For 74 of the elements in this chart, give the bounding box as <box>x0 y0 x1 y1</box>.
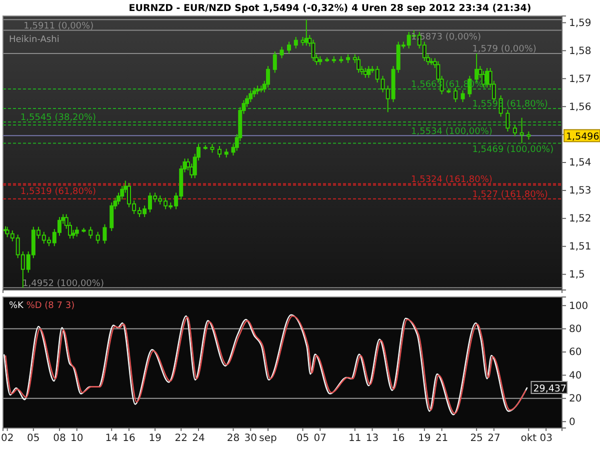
candlestick <box>96 231 100 244</box>
x-tick-label: 10 <box>70 433 84 444</box>
candlestick <box>512 124 517 137</box>
x-tick-label: 30 <box>244 433 258 444</box>
candlestick <box>102 224 107 244</box>
candlestick <box>88 226 93 240</box>
y-tick-label: 20 <box>569 394 582 405</box>
annotation: 29,437 <box>533 383 566 394</box>
x-tick-label: 25 <box>470 433 483 444</box>
y-tick-label: 1,58 <box>569 46 592 57</box>
x-tick-label: 16 <box>392 433 405 444</box>
annotation: 1,5545 (38,20%) <box>20 112 96 123</box>
x-tick-label: 22 <box>174 433 188 444</box>
candlestick <box>356 56 361 74</box>
annotation: 1,5469 (100,00%) <box>472 145 554 156</box>
x-tick-label: 16 <box>122 433 136 444</box>
text: %K <box>9 301 25 311</box>
y-tick-label: 80 <box>569 324 582 335</box>
candlestick <box>294 36 298 49</box>
candlestick <box>520 117 524 144</box>
y-tick-label: 0 <box>569 416 576 428</box>
x-tick-label: 19 <box>148 433 162 444</box>
x-tick-label: 14 <box>105 433 118 444</box>
annotation: 1,4952 (100,00%) <box>22 278 104 289</box>
y-tick-label: 1,53 <box>569 186 592 197</box>
candlestick <box>287 41 292 54</box>
x-tick-label: 08 <box>53 433 66 444</box>
x-tick-label: 28 <box>226 433 240 444</box>
y-tick-label: 1,56 <box>569 102 592 113</box>
x-tick-label: 19 <box>418 433 431 444</box>
x-tick-label: 21 <box>435 433 448 444</box>
candlestick <box>252 87 256 98</box>
candlestick <box>454 87 458 103</box>
y-tick-label: 1,5 <box>569 270 585 281</box>
chart-title: EURNZD - EUR/NZD Spot 1,5494 (-0,32%) 4 Uren 28 sep 2012 23:34 (21:34) <box>128 3 532 14</box>
y-tick-label: 1,59 <box>569 18 592 29</box>
annotation: 1,5534 (100,00%) <box>411 127 492 138</box>
candlestick <box>506 109 510 132</box>
candlestick <box>266 66 270 88</box>
candlestick <box>110 202 114 232</box>
x-tick-label: 27 <box>488 433 500 444</box>
x-tick-label: 07 <box>314 433 327 444</box>
x-tick-label: 03 <box>540 433 552 444</box>
ref-line-label: 1,5496 <box>566 132 600 143</box>
x-tick-label: 05 <box>296 433 310 444</box>
x-tick-label: sep <box>259 433 277 444</box>
x-tick-label: 11 <box>348 433 362 444</box>
candlestick <box>366 66 371 78</box>
y-tick-label: 1,54 <box>569 158 592 169</box>
candlestick <box>218 146 222 158</box>
y-tick-label: 1,52 <box>569 214 592 225</box>
y-tick-label: 40 <box>569 370 582 382</box>
x-tick-label: okt <box>520 433 537 444</box>
text: %D (8 7 3) <box>23 301 75 311</box>
y-tick-label: 1,57 <box>569 74 592 85</box>
annotation: 1,5319 (61,80%) <box>20 187 96 198</box>
y-tick-label: 60 <box>569 347 582 358</box>
candlestick <box>272 51 277 74</box>
x-tick-label: 02 <box>0 433 14 444</box>
annotation: 1,527 (161,80%) <box>472 190 548 200</box>
y-tick-label: 1,51 <box>569 242 592 253</box>
annotation: 1,5911 (0,00%) <box>24 22 94 32</box>
annotation: 1,579 (0,00%) <box>472 44 536 54</box>
candlestick <box>74 226 79 238</box>
candlestick <box>460 90 465 103</box>
candlestick <box>248 90 253 103</box>
annotation: 1,5324 (161,80%) <box>411 174 492 185</box>
x-tick-label: 13 <box>366 433 379 444</box>
x-tick-label: 05 <box>27 433 40 444</box>
y-tick-label: 100 <box>569 300 588 312</box>
x-tick-label: 24 <box>192 433 205 444</box>
annotation: Heikin-Ashi <box>9 35 60 45</box>
candlestick <box>311 39 316 62</box>
candlestick <box>280 46 284 59</box>
